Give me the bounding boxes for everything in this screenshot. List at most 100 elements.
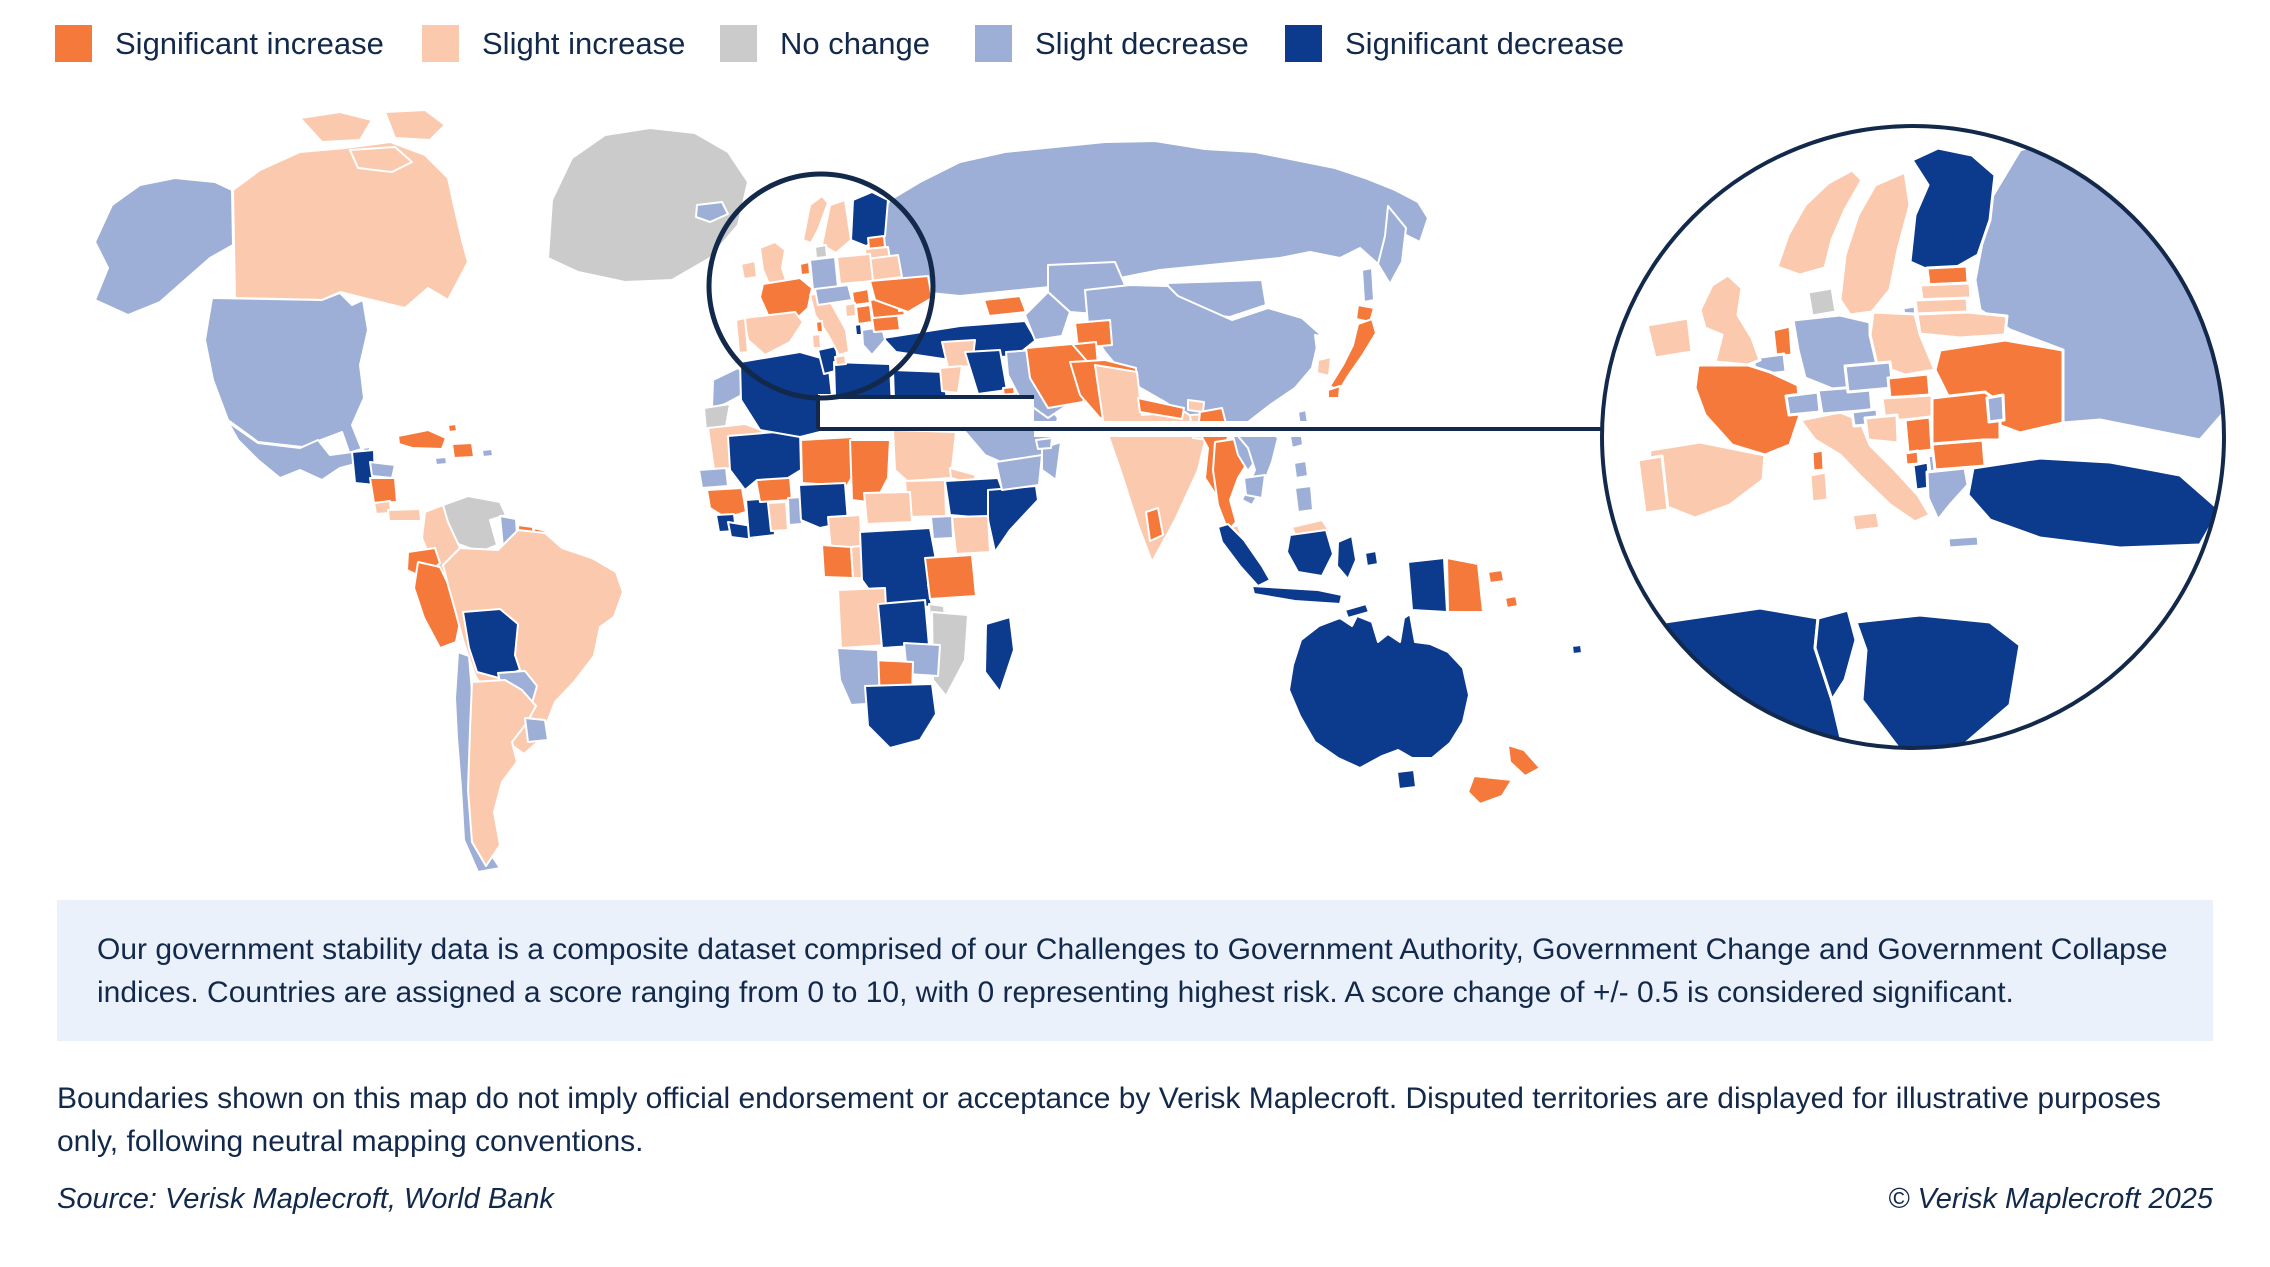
country-indonesia-papua [1407,557,1448,613]
inset-country-belarus [1915,310,2009,340]
inset-country-morocco [1602,620,1672,712]
inset-country-switzerland [1784,390,1822,417]
callout-stem-fill [818,394,834,429]
inset-country-serbia [1903,415,1934,455]
country-togo-benin [787,496,803,526]
country-peru [413,561,463,649]
country-japan-kyushu [1327,385,1341,399]
country-uae [1035,437,1053,450]
country-philippines-mindanao [1294,485,1314,513]
country-burkina-faso [755,476,793,503]
inset-country-turkey [1966,456,2222,550]
inset-country-denmark [1806,286,1838,318]
country-philippines-visayas [1293,460,1309,479]
country-e-croatia [844,302,857,318]
inset-country-romania [1930,390,2002,446]
country-indonesia-maluku [1364,550,1379,567]
country-uruguay [524,717,549,743]
country-e-corsica [815,320,824,333]
country-iraq [964,349,1008,395]
country-e-poland [836,253,874,285]
country-zambia [877,599,930,649]
country-gabon [821,544,854,579]
country-australia [1288,613,1470,769]
inset-callout [706,171,1601,437]
methodology-text: Our government stability data is a compo… [97,933,2168,1009]
country-iceland [695,201,729,223]
country-ghana [767,501,789,532]
legend-label: Significant decrease [1345,25,1625,61]
country-png-islands [1487,569,1505,584]
country-afghanistan [1025,343,1094,409]
country-e-serbia [855,304,873,325]
country-greenland [547,127,749,283]
country-fiji [1571,644,1583,655]
country-e-spain [743,311,804,356]
inset-country-corsica [1810,448,1826,473]
country-png [1446,557,1484,613]
country-chad [849,439,891,504]
legend-swatch-significant-increase [55,25,92,62]
country-sri-lanka [1145,507,1164,542]
country-indonesia-sumatra [1217,523,1271,587]
country-e-sardinia [811,333,822,349]
legend-swatch-slight-decrease [975,25,1012,62]
inset-country-libya [1854,613,2022,748]
country-nepal [1137,397,1185,420]
inset-country-tunisia [1813,608,1858,702]
inset-country-crete [1946,534,1981,550]
country-yemen [995,454,1043,491]
methodology-info-box: Our government stability data is a compo… [57,900,2213,1041]
country-e-portugal [735,317,749,354]
country-e-uk [759,241,788,287]
country-e-netherlands [799,261,811,276]
country-tanzania [924,554,977,600]
country-jordan [939,365,963,394]
inset-country-moldova [1985,393,2006,424]
country-south-africa [864,683,937,749]
country-alaska [94,177,234,316]
country-e-sicily [834,354,847,366]
copyright-notice: © Verisk Maplecroft 2025 [1888,1183,2213,1215]
inset-country-sicily [1850,510,1882,533]
country-uganda [930,515,954,540]
country-car [863,491,913,525]
inset-country-france [1693,363,1802,457]
country-madagascar [984,616,1015,693]
legend-item-slight-decrease: Slight decrease [975,25,1249,62]
country-nicaragua [369,477,398,504]
country-canada-arctic [349,146,413,173]
country-somalia [987,485,1039,553]
legend-item-significant-decrease: Significant decrease [1285,25,1624,62]
country-e-finland [850,191,889,247]
country-panama [387,508,422,522]
inset-country-uk [1698,273,1762,367]
legend-label: Slight increase [482,25,686,61]
country-e-germany [809,256,839,291]
legend-item-no-change: No change [720,25,930,62]
inset-country-portugal [1636,454,1670,515]
country-e-central-europe [814,284,853,306]
country-e-albania [854,323,863,336]
legend-swatch-significant-decrease [1285,25,1322,62]
country-indonesia-kalimantan [1286,529,1334,577]
country-bahamas [447,423,458,433]
country-kenya [951,515,991,555]
country-cambodia [1243,474,1266,499]
legend-label: Significant increase [115,25,384,61]
country-oman [1041,441,1062,481]
country-e-ireland [740,260,758,280]
country-jamaica [434,456,448,466]
country-bolivia [462,608,521,679]
country-russia-kamchatka [1377,205,1407,285]
country-honduras [369,461,396,479]
country-tasmania [1396,769,1417,790]
boundaries-disclaimer: Boundaries shown on this map do not impl… [57,1082,2161,1158]
country-hispaniola [451,442,475,459]
main-map [94,109,1583,873]
country-niger [800,436,857,487]
legend-swatch-slight-increase [422,25,459,62]
country-solomon [1504,595,1519,609]
inset-country-ukraine [1933,338,2065,435]
